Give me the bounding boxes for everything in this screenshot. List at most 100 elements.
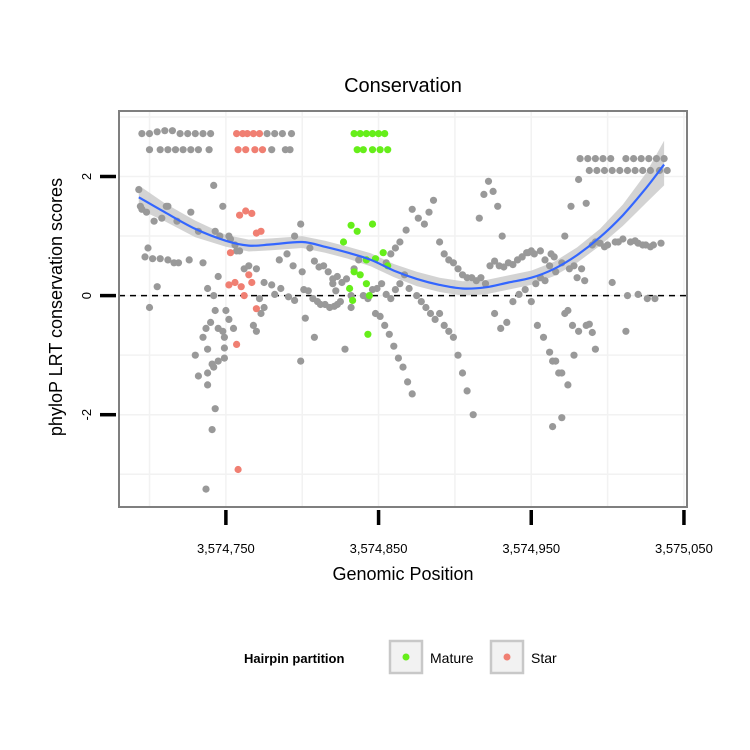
point-star [233,340,241,348]
point-other [145,146,154,154]
point-other [652,155,661,163]
point-other [643,295,651,303]
point-other [391,244,399,252]
point-other [306,244,314,252]
point-other [585,320,593,328]
point-other [202,324,210,332]
point-other [210,363,218,371]
point-other [399,363,407,371]
point-mature [356,271,364,279]
point-other [210,181,218,189]
point-other [301,314,309,322]
point-other [408,205,416,213]
point-other [298,268,306,276]
point-other [463,387,471,395]
point-other [187,146,195,154]
x-axis-title: Genomic Position [332,564,473,584]
point-mature [353,146,361,154]
point-mature [364,330,372,338]
point-other [304,287,312,295]
point-other [575,175,583,184]
point-mature [347,221,355,229]
point-other [211,405,219,413]
point-other [420,220,428,228]
point-other [436,238,444,246]
legend-label-mature: Mature [430,650,474,666]
point-other [336,298,344,306]
point-other [252,265,260,273]
point-other [204,381,212,389]
point-mature [350,268,358,276]
point-other [660,155,668,163]
point-other [287,130,296,138]
point-mature [368,130,377,138]
point-other [489,187,497,195]
point-mature [356,130,364,138]
point-other [498,232,506,240]
point-other [541,256,549,264]
point-other [440,250,448,258]
point-other [229,324,238,332]
point-other [211,306,219,315]
point-other [291,296,299,304]
point-mature [362,130,370,138]
point-star [233,130,241,138]
point-other [521,286,529,294]
point-other [600,166,609,175]
point-mature [376,146,384,154]
y-axis-title: phyloP LRT conservation scores [46,178,66,436]
point-other [591,155,600,163]
point-mature [381,130,389,138]
point-other [156,255,164,263]
point-other [355,256,363,264]
point-other [283,250,291,258]
point-mature [349,296,357,304]
point-other [174,259,183,267]
point-other [431,315,439,323]
point-other [408,390,416,398]
x-tick-label: 3,574,850 [350,541,408,556]
point-other [429,196,438,204]
point-other [622,327,630,335]
point-other [646,243,655,251]
point-other [637,155,645,163]
point-star [248,278,256,287]
point-other [449,259,457,267]
point-other [150,217,158,225]
point-other [396,280,404,288]
point-other [390,342,398,350]
point-star [257,227,265,235]
point-other [494,202,502,210]
point-other [376,312,384,320]
point-other [204,284,212,293]
point-other [219,327,227,335]
point-other [503,318,511,326]
point-other [623,166,632,175]
point-other [396,238,404,246]
point-other [491,257,499,265]
point-other [509,261,517,269]
point-other [394,354,402,362]
point-other [651,295,659,303]
point-other [591,345,600,353]
point-other [145,303,154,312]
point-other [546,262,554,270]
x-tick-label: 3,574,950 [502,541,560,556]
point-other [199,259,207,267]
point-other [623,292,632,300]
point-other [518,253,526,261]
point-other [164,146,172,154]
point-other [402,226,410,234]
point-other [161,127,169,135]
point-other [271,290,279,298]
point-mature [368,146,377,154]
point-other [582,199,590,207]
point-star [249,130,257,138]
point-star [234,146,242,154]
point-other [225,315,233,323]
point-other [324,268,332,276]
point-other [199,130,207,138]
point-other [532,280,540,288]
point-other [575,327,583,335]
